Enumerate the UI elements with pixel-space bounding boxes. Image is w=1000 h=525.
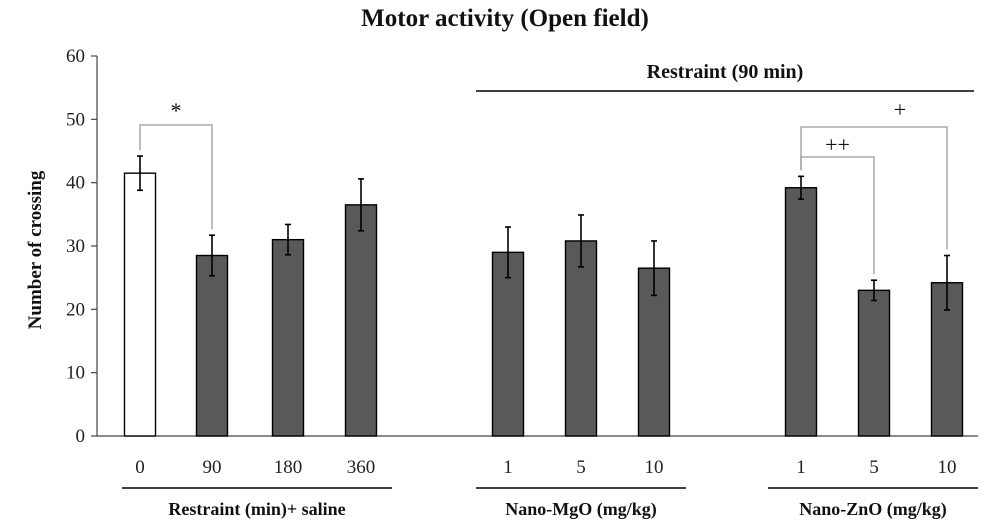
significance-bracket bbox=[800, 126, 948, 250]
x-tick-label: 5 bbox=[869, 457, 879, 478]
significance-layer: Restraint (90 min)*+++ bbox=[139, 61, 974, 275]
bar bbox=[857, 289, 891, 437]
significance-marker: * bbox=[171, 98, 182, 123]
bar bbox=[344, 204, 378, 437]
bars-layer bbox=[123, 155, 964, 437]
x-tick-label: 5 bbox=[576, 457, 586, 478]
x-tick-label: 180 bbox=[274, 457, 303, 478]
x-tick-label: 360 bbox=[347, 457, 376, 478]
x-tick-label: 0 bbox=[135, 457, 145, 478]
x-tick-label: 10 bbox=[938, 457, 957, 478]
x-tick-label: 1 bbox=[503, 457, 513, 478]
y-tick-label: 50 bbox=[66, 109, 85, 130]
group-label: Nano-MgO (mg/kg) bbox=[505, 499, 657, 520]
group-label: Restraint (min)+ saline bbox=[168, 499, 345, 520]
y-axis-label: Number of crossing bbox=[25, 170, 46, 329]
bar bbox=[123, 172, 157, 437]
y-tick-label: 10 bbox=[66, 363, 85, 384]
y-axis: 0 10 20 30 40 50 60 bbox=[66, 46, 978, 447]
significance-marker: + bbox=[894, 97, 906, 122]
x-tick-label: 90 bbox=[203, 457, 222, 478]
significance-marker: ++ bbox=[825, 132, 850, 157]
y-tick-label: 60 bbox=[66, 46, 85, 67]
bar bbox=[564, 240, 598, 437]
bar bbox=[637, 267, 671, 437]
y-tick-label: 40 bbox=[66, 173, 85, 194]
x-tick-label: 10 bbox=[645, 457, 664, 478]
bar bbox=[784, 187, 818, 437]
x-tick-label: 1 bbox=[796, 457, 806, 478]
y-tick-label: 30 bbox=[66, 236, 85, 257]
bar bbox=[271, 238, 305, 437]
y-tick-label: 0 bbox=[76, 426, 86, 447]
significance-bracket bbox=[139, 124, 213, 230]
group-label: Nano-ZnO (mg/kg) bbox=[799, 499, 947, 520]
y-tick-label: 20 bbox=[66, 299, 85, 320]
bar bbox=[491, 251, 525, 437]
bar bbox=[195, 254, 229, 437]
chart-title: Motor activity (Open field) bbox=[361, 5, 649, 32]
restraint-bracket-label: Restraint (90 min) bbox=[647, 61, 804, 83]
